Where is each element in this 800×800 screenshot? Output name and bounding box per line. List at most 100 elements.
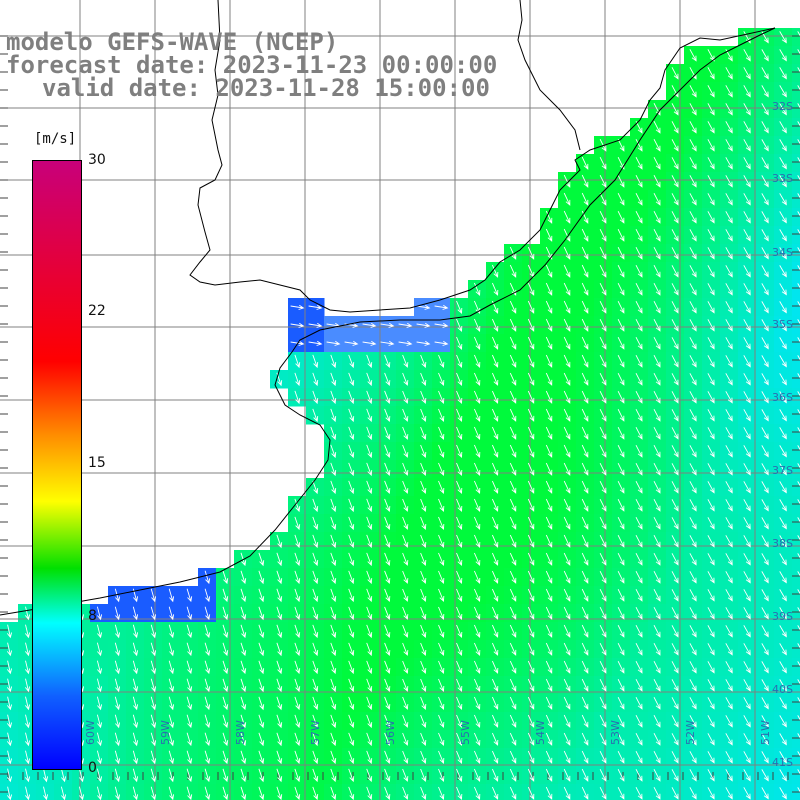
wind-arrow — [635, 426, 643, 440]
wind-arrow — [384, 768, 391, 783]
wind-arrow — [653, 300, 661, 314]
wind-arrow — [653, 426, 661, 440]
latitude-label: 34S — [772, 246, 793, 259]
wind-arrow — [689, 571, 697, 584]
wind-arrow — [294, 390, 301, 405]
wind-arrow — [689, 481, 697, 494]
wind-arrow — [384, 624, 391, 639]
wind-arrow — [420, 750, 427, 764]
wind-arrow — [779, 607, 787, 620]
latitude-label: 40S — [772, 683, 793, 696]
wind-arrow — [797, 679, 800, 689]
wind-arrow — [599, 390, 607, 404]
wind-arrow — [599, 318, 607, 332]
wind-arrow — [527, 516, 535, 530]
wind-arrow — [563, 228, 571, 242]
latitude-label: 32S — [772, 100, 793, 113]
wind-arrow — [545, 210, 553, 224]
wind-arrow — [114, 678, 121, 693]
wind-arrow — [204, 696, 211, 711]
wind-arrow — [402, 354, 409, 368]
wind-arrow — [491, 732, 499, 746]
wind-arrow — [599, 282, 607, 296]
wind-arrow — [635, 210, 643, 224]
wind-arrow — [581, 642, 589, 656]
wind-arrow — [599, 138, 607, 152]
wind-cell — [774, 784, 793, 800]
wind-arrow — [402, 660, 409, 674]
wind-arrow — [725, 373, 733, 386]
wind-arrow — [509, 516, 517, 530]
wind-arrow — [797, 157, 800, 167]
wind-arrow — [312, 678, 319, 693]
wind-cell — [792, 586, 800, 605]
wind-cell — [144, 784, 163, 800]
wind-arrow — [330, 786, 337, 800]
wind-arrow — [617, 138, 625, 152]
wind-arrow — [581, 282, 589, 296]
wind-arrow — [671, 283, 679, 296]
wind-arrow — [366, 768, 373, 783]
wind-arrow — [671, 715, 679, 728]
longitude-label: 53W — [609, 720, 622, 745]
wind-arrow — [473, 660, 481, 674]
wind-arrow — [545, 246, 553, 260]
wind-cell — [792, 712, 800, 731]
latitude-label: 38S — [772, 537, 793, 550]
wind-arrow — [581, 318, 589, 332]
wind-arrow — [456, 390, 463, 404]
wind-arrow — [779, 697, 787, 710]
wind-arrow — [240, 606, 247, 621]
wind-arrow — [617, 750, 625, 764]
wind-arrow — [527, 462, 535, 476]
colorbar-tick-30: 30 — [88, 152, 106, 168]
wind-cell — [792, 478, 800, 497]
wind-arrow — [671, 301, 679, 314]
wind-arrow — [707, 85, 715, 98]
wind-arrow — [258, 606, 265, 621]
wind-cell — [792, 730, 800, 749]
wind-arrow — [438, 750, 445, 764]
wind-arrow — [599, 444, 607, 458]
wind-arrow — [743, 409, 751, 422]
wind-arrow — [635, 192, 643, 206]
wind-cell — [396, 784, 415, 800]
wind-arrow — [222, 696, 229, 711]
longitude-label: 52W — [684, 720, 697, 745]
wind-arrow — [653, 444, 661, 458]
wind-arrow — [456, 570, 463, 584]
wind-arrow — [797, 715, 800, 725]
wind-arrow — [797, 283, 800, 293]
wind-arrow — [689, 463, 697, 476]
wind-arrow — [761, 103, 769, 116]
wind-arrow — [599, 336, 607, 350]
wind-arrow — [761, 427, 769, 440]
wind-arrow — [509, 696, 517, 710]
wind-arrow — [294, 606, 301, 621]
wind-arrow — [491, 498, 499, 512]
wind-arrow — [779, 139, 787, 152]
wind-arrow — [635, 390, 643, 404]
wind-arrow — [509, 318, 517, 332]
wind-arrow — [312, 552, 319, 567]
wind-arrow — [240, 786, 247, 800]
wind-arrow — [150, 786, 157, 800]
wind-arrow — [222, 660, 229, 675]
wind-arrow — [779, 751, 787, 764]
wind-arrow — [725, 337, 733, 350]
wind-arrow — [653, 228, 661, 242]
wind-arrow — [491, 570, 499, 584]
wind-arrow — [222, 732, 229, 747]
wind-arrow — [168, 624, 175, 639]
wind-arrow — [743, 193, 751, 206]
wind-arrow — [653, 696, 661, 710]
wind-arrow — [797, 337, 800, 347]
wind-arrow — [707, 787, 715, 800]
wind-arrow — [797, 445, 800, 455]
latitude-label: 36S — [772, 391, 793, 404]
wind-arrow — [420, 372, 427, 386]
wind-arrow — [204, 768, 211, 783]
wind-arrow — [725, 229, 733, 242]
wind-arrow — [545, 408, 553, 422]
wind-arrow — [707, 427, 715, 440]
